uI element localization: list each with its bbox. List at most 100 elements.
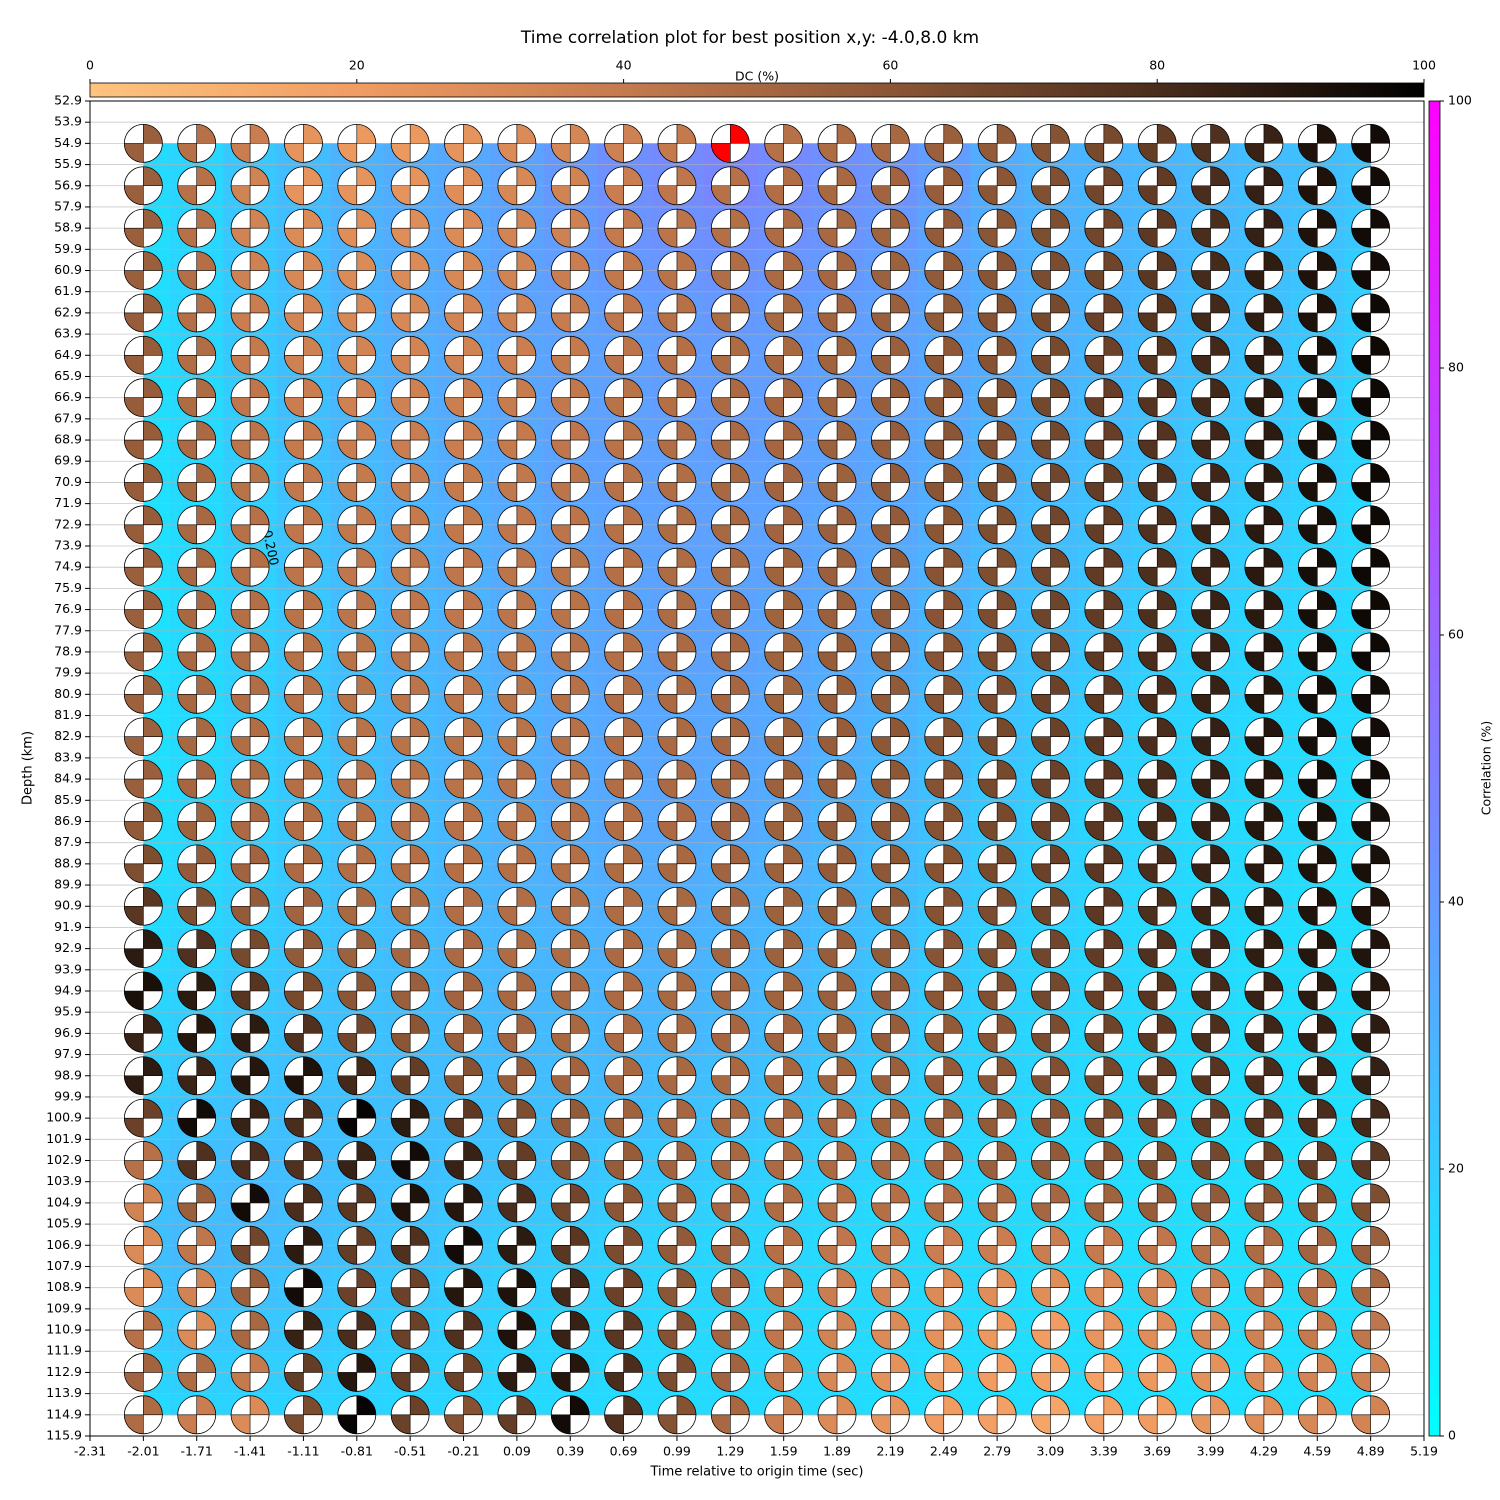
beachball <box>444 844 483 884</box>
beachball-fill <box>1137 293 1177 333</box>
beachball-fill <box>604 1014 643 1053</box>
beachball-fill <box>924 208 964 248</box>
beachball <box>284 505 323 545</box>
y-tick-label: 65.9 <box>54 368 82 383</box>
beachball <box>604 1141 643 1180</box>
beachball-fill <box>390 505 430 545</box>
beachball-fill <box>1191 971 1230 1011</box>
beachball-fill <box>390 929 430 968</box>
y-tick-label: 88.9 <box>54 855 82 870</box>
beachball-fill <box>924 293 964 333</box>
beachball <box>977 208 1017 248</box>
beachball <box>817 293 857 333</box>
beachball-fill <box>817 1141 857 1180</box>
beachball <box>177 844 217 884</box>
beachball-fill <box>1297 1268 1337 1307</box>
beachball <box>1351 1098 1391 1138</box>
beachball-fill <box>284 1183 323 1223</box>
beachball <box>550 717 590 757</box>
beachball-fill <box>1297 886 1337 926</box>
y-tick-label: 84.9 <box>54 771 82 786</box>
beachball-fill <box>390 166 430 206</box>
beachball <box>1297 1013 1337 1053</box>
beachball-fill <box>977 717 1017 757</box>
beachball <box>657 378 697 418</box>
beachball-fill <box>711 844 750 884</box>
beachball <box>710 802 750 841</box>
beachball <box>337 886 377 926</box>
beachball-fill <box>871 1310 910 1350</box>
beachball-fill <box>1031 971 1070 1011</box>
beachball <box>390 717 430 757</box>
beachball <box>123 463 163 502</box>
beachball <box>604 505 643 545</box>
beachball <box>710 886 750 926</box>
beachball <box>1297 844 1337 884</box>
beachball <box>977 1098 1017 1138</box>
beachball <box>871 971 910 1011</box>
beachball-fill <box>977 505 1017 545</box>
beachball-fill <box>497 1141 537 1180</box>
beachball <box>1191 505 1230 545</box>
y-tick-label: 108.9 <box>46 1279 82 1294</box>
beachball <box>123 1310 163 1350</box>
beachball <box>710 1183 750 1223</box>
beachball-fill <box>1084 1225 1124 1265</box>
beachball <box>764 1353 804 1392</box>
beachball-fill <box>497 1056 537 1096</box>
beachball <box>1191 886 1230 926</box>
beachball-fill <box>657 1183 697 1223</box>
beachball <box>924 1395 964 1435</box>
beachball <box>1297 505 1337 545</box>
beachball-fill <box>550 1014 590 1053</box>
beachball-fill <box>871 505 910 545</box>
beachball <box>977 590 1017 629</box>
beachball <box>1351 886 1391 926</box>
beachball <box>1191 251 1230 290</box>
beachball <box>390 590 430 629</box>
beachball-fill <box>1031 1353 1070 1392</box>
beachball <box>1351 717 1391 757</box>
beachball <box>1084 1353 1124 1392</box>
beachball <box>1031 1310 1070 1350</box>
beachball-fill <box>604 1395 643 1435</box>
beachball-fill <box>1297 335 1337 375</box>
beachball-fill <box>444 717 483 757</box>
beachball <box>1031 1141 1070 1180</box>
beachball-fill <box>284 547 323 587</box>
beachball <box>284 886 323 926</box>
beachball <box>337 123 377 163</box>
beachball <box>230 971 270 1011</box>
beachball-fill <box>977 675 1017 714</box>
beachball <box>604 251 643 290</box>
beachball-fill <box>871 675 910 714</box>
beachball-fill <box>764 675 803 714</box>
y-tick-label: 96.9 <box>54 1025 82 1040</box>
beachball <box>1191 1395 1230 1435</box>
beachball-fill <box>550 1141 590 1180</box>
beachball-fill <box>497 1395 537 1435</box>
beachball-fill <box>497 293 537 333</box>
beachball <box>177 505 217 545</box>
beachball-fill <box>604 1353 643 1392</box>
beachball-fill <box>977 632 1017 672</box>
beachball <box>123 717 163 757</box>
beachball <box>444 674 483 714</box>
beachball-fill <box>550 1056 590 1096</box>
beachball <box>1137 1353 1177 1392</box>
beachball-fill <box>817 717 857 757</box>
beachball-fill <box>1297 1225 1337 1265</box>
beachball <box>390 674 430 714</box>
beachball <box>497 166 537 206</box>
beachball-fill <box>1137 1183 1177 1223</box>
beachball-fill <box>1084 166 1124 206</box>
beachball-fill <box>871 717 910 757</box>
beachball <box>390 547 430 587</box>
y-tick-label: 83.9 <box>54 749 82 764</box>
beachball-fill <box>230 463 270 502</box>
beachball <box>1244 505 1284 545</box>
beachball-fill <box>764 420 803 460</box>
beachball-fill <box>871 1014 910 1053</box>
beachball-fill <box>1244 378 1284 417</box>
beachball-fill <box>230 802 270 841</box>
